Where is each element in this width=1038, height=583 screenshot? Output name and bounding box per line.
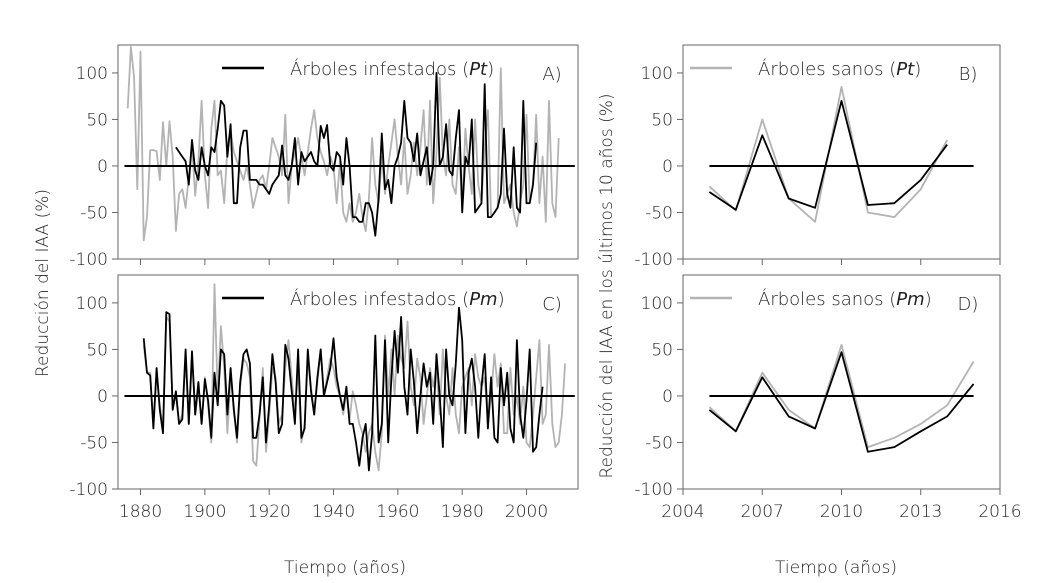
panel-c-xtick-label: 1940 (312, 502, 355, 522)
panel-b-legend-label: Árboles sanos (Pt) (758, 58, 921, 80)
panel-b-series-infested-line (708, 99, 948, 211)
panel-d-ytick-label: 100 (641, 294, 673, 314)
panel-d-ytick-label: 50 (651, 340, 673, 360)
panel-a-ytick-label: 50 (86, 110, 108, 130)
panel-c-legend-species: Pm (469, 289, 497, 310)
panel-c-xtick-label: 2000 (505, 502, 548, 522)
left-y-axis-label: Reducción del IAA (%) (33, 189, 53, 377)
panel-c-legend-prefix: Árboles infestados ( (290, 288, 469, 310)
panel-c-frame (117, 274, 579, 490)
panel-a-ytick-label: 100 (76, 64, 108, 84)
panel-d-xtick-label: 2016 (978, 502, 1021, 522)
panel-b-ytick-label: -50 (645, 203, 673, 223)
panel-c: 100 50 0 -50 -100 1880 1900 1920 1940 1960 1980 200… (69, 274, 579, 522)
panel-d-legend-suffix: ) (925, 289, 932, 310)
panel-c-xtick-label: 1880 (119, 502, 162, 522)
panel-d-ytick-label: 0 (662, 387, 673, 407)
panel-c-series-healthy-line (142, 283, 566, 472)
panel-a-legend-species: Pt (469, 59, 488, 80)
panel-a-legend-label: Árboles infestados (Pt) (290, 58, 494, 80)
panel-d-legend-prefix: Árboles sanos ( (758, 288, 896, 310)
panel-d-series-healthy-line (708, 343, 975, 449)
panel-b-ytick-label: -100 (634, 250, 673, 270)
panel-a-ytick-label: 0 (97, 157, 108, 177)
right-y-axis-label: Reducción del IAA en los últimos 10 años… (597, 93, 617, 478)
panel-c-ytick-label: 50 (86, 340, 108, 360)
panel-a-legend-prefix: Árboles infestados ( (290, 58, 469, 80)
panel-a-legend-suffix: ) (487, 59, 494, 80)
panel-b: 100 50 0 -50 -100 Árboles sanos (Pt) B) (634, 44, 1001, 270)
panel-b-label: B) (959, 64, 978, 85)
panel-c-ytick-label: -50 (80, 433, 108, 453)
panel-a-series-healthy-line (126, 46, 560, 242)
panel-b-legend-suffix: ) (914, 59, 921, 80)
panel-b-legend-species: Pt (896, 59, 915, 80)
panel-a-ytick-label: -100 (69, 250, 108, 270)
panel-a-ytick-label: -50 (80, 203, 108, 223)
panel-a: 100 50 0 -50 -100 Árboles infestados (Pt) A) (69, 44, 579, 270)
panel-d-xtick-label: 2007 (741, 502, 784, 522)
panel-a-frame (117, 44, 579, 260)
panel-d-xtick-label: 2004 (661, 502, 704, 522)
panel-a-label: A) (542, 64, 561, 85)
panel-c-label: C) (542, 294, 562, 315)
panel-a-series-infested-line (175, 72, 538, 237)
panel-c-ytick-label: -100 (69, 480, 108, 500)
panel-c-legend-suffix: ) (498, 289, 505, 310)
panel-d-ytick-label: -100 (634, 480, 673, 500)
panel-c-ytick-label: 100 (76, 294, 108, 314)
panel-b-ytick-label: 50 (651, 110, 673, 130)
panel-c-xtick-label: 1960 (376, 502, 419, 522)
panel-d-xtick-label: 2010 (820, 502, 863, 522)
panel-c-ytick-label: 0 (97, 387, 108, 407)
panel-c-series-infested-line (142, 306, 544, 472)
panel-b-ytick-label: 0 (662, 157, 673, 177)
panel-b-ytick-label: 100 (641, 64, 673, 84)
panel-d-label: D) (958, 294, 979, 315)
panel-c-legend-label: Árboles infestados (Pm) (290, 288, 505, 310)
left-x-axis-label: Tiempo (años) (284, 558, 406, 578)
right-x-axis-label: Tiempo (años) (775, 558, 897, 578)
panel-d-legend-species: Pm (896, 289, 924, 310)
panel-d-legend-label: Árboles sanos (Pm) (758, 288, 932, 310)
panel-d-ytick-label: -50 (645, 433, 673, 453)
panel-c-xtick-label: 1900 (183, 502, 226, 522)
panel-c-xtick-label: 1980 (441, 502, 484, 522)
panel-c-xtick-label: 1920 (248, 502, 291, 522)
panel-b-legend-prefix: Árboles sanos ( (758, 58, 896, 80)
panel-d-xtick-label: 2013 (899, 502, 942, 522)
